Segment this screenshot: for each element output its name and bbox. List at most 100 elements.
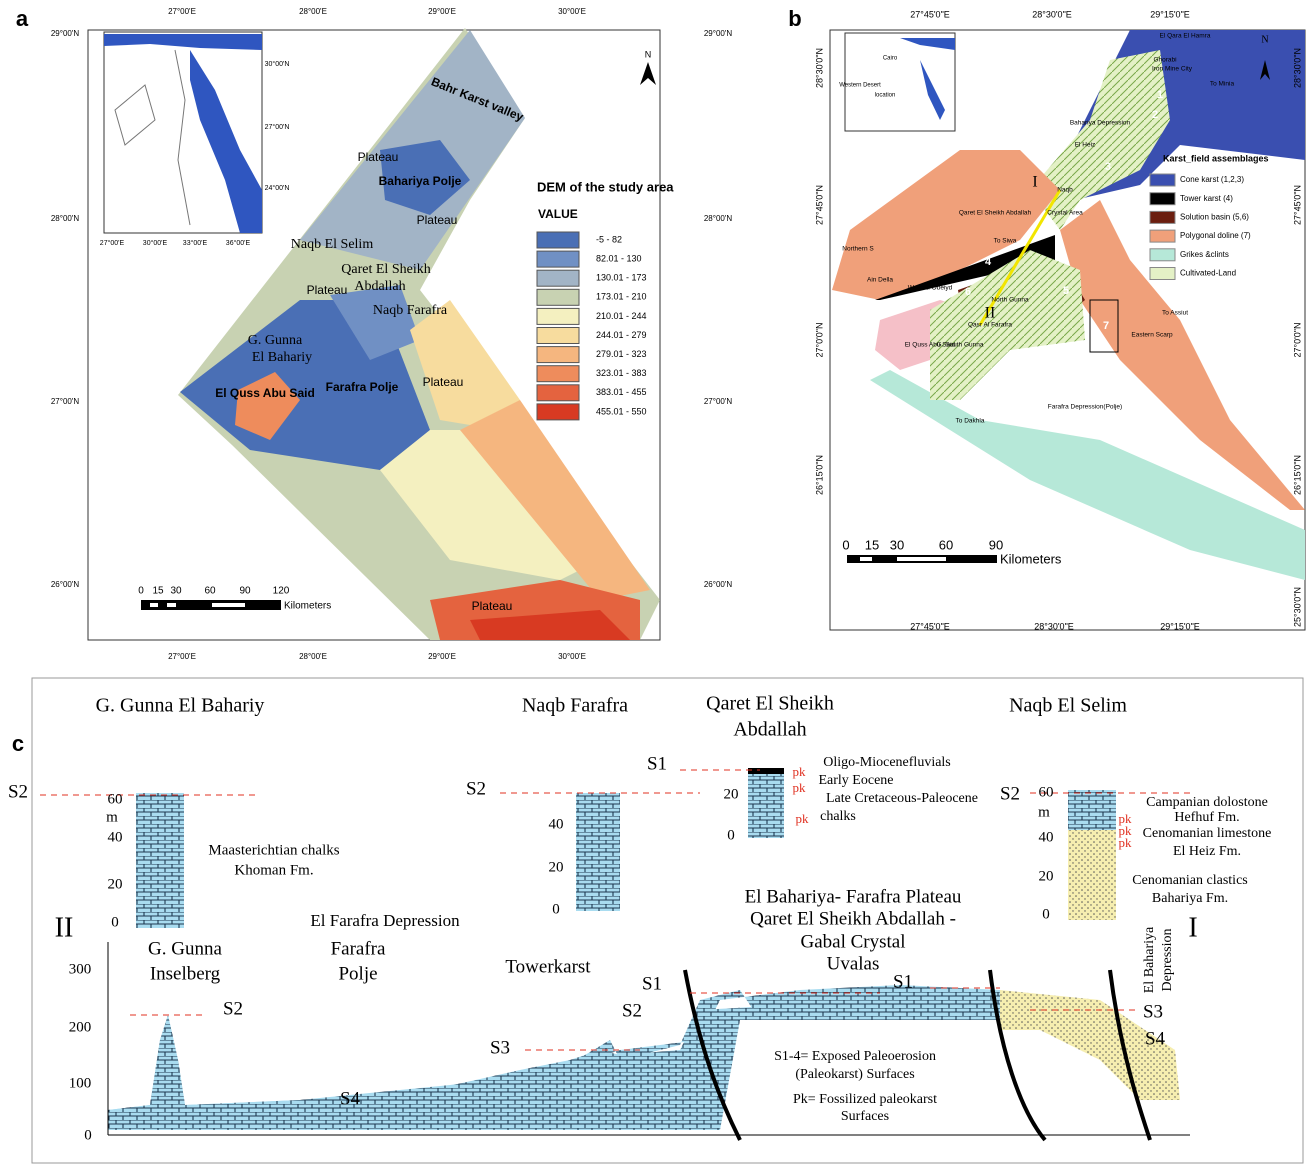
lat-label: 27°00'N (51, 397, 80, 406)
profile-label: Uvalas (827, 953, 880, 974)
place-label: Ghorabi (1153, 57, 1176, 64)
lat-label: 25°30'0"N (1292, 587, 1302, 627)
note: Khoman Fm. (234, 862, 313, 878)
legend-label: Cultivated-Land (1180, 269, 1236, 278)
profile-label: G. Gunna (148, 938, 222, 959)
legend-swatch (537, 308, 579, 324)
lat-label: 26°00'N (704, 580, 733, 589)
tick-label: 200 (69, 1019, 92, 1035)
surface-label: S1 (642, 973, 662, 994)
profile-label: Qaret El Sheikh Abdallah - (750, 908, 956, 929)
scale-unit: Kilometers (284, 601, 331, 612)
surface-label: S2 (622, 1000, 642, 1021)
legend-swatch (537, 404, 579, 420)
tick-label: 20 (549, 859, 564, 875)
lon-label: 28°00'E (299, 652, 327, 661)
column-title: Naqb El Selim (1009, 695, 1127, 717)
column-title: G. Gunna El Bahariy (96, 695, 265, 717)
legend-label: Solution basin (5,6) (1180, 213, 1249, 222)
unit-label: m (106, 809, 118, 825)
scale-tick: 90 (989, 537, 1003, 552)
place-label: Plateau (358, 150, 399, 164)
note: Campanian dolostone (1146, 795, 1268, 810)
area-number: 2 (1152, 109, 1158, 121)
note: Surfaces (841, 1109, 889, 1124)
lat-label: 27°0'0"N (1292, 322, 1302, 357)
lat-label: 28°30'0"N (1292, 48, 1302, 88)
place-label: To Minia (1210, 81, 1235, 88)
profile-label: Towerkarst (505, 956, 591, 977)
lon-label: 28°00'E (299, 7, 327, 16)
north-label: N (645, 49, 652, 59)
north-label: N (1261, 34, 1268, 45)
place-label: Bahariya Polje (379, 174, 462, 188)
panel-c-section (32, 678, 1303, 1163)
legend-swatch (537, 328, 579, 344)
inset-lon: 30°00'E (143, 239, 168, 247)
pk-label: pk (793, 764, 807, 779)
place-label: Eastern Scarp (1131, 332, 1173, 339)
lon-label: 27°00'E (168, 652, 196, 661)
lon-label: 28°30'0"E (1032, 9, 1072, 19)
tick-label: 0 (111, 914, 119, 930)
lon-label: 28°30'0"E (1034, 621, 1074, 631)
legend-label: 173.01 - 210 (596, 292, 647, 302)
legend-label: -5 - 82 (596, 234, 622, 244)
place-label: Farafra Polje (326, 380, 399, 394)
tick-label: 60 (108, 791, 123, 807)
lat-label: 29°00'N (51, 29, 80, 38)
tick-label: 0 (727, 827, 735, 843)
place-label: Plateau (307, 283, 348, 297)
lat-label: 29°00'N (704, 29, 733, 38)
profile-label: El Farafra Depression (310, 911, 460, 930)
legend-swatch (1150, 174, 1175, 186)
place-label: Wadi El Obeiyd (908, 285, 953, 292)
lat-label: 26°00'N (51, 580, 80, 589)
panel-label: c (12, 731, 24, 756)
scale-tick: 15 (865, 537, 879, 552)
scale-tick: 15 (152, 586, 164, 597)
section-end: II (985, 305, 996, 322)
legend-swatch (1150, 211, 1175, 223)
inset-label: Cairo (883, 56, 898, 62)
scale-tick: 60 (939, 537, 953, 552)
pk-label: pk (1119, 835, 1133, 850)
area-number: 5 (1063, 285, 1069, 297)
surface-label: S2 (223, 998, 243, 1019)
legend-heading: VALUE (538, 207, 578, 221)
lat-label: 26°15'0"N (814, 455, 824, 495)
place-label: Naqb El Selim (291, 237, 374, 252)
area-number: 4 (985, 256, 992, 268)
legend-label: 82.01 - 130 (596, 253, 642, 263)
legend-swatch (537, 385, 579, 401)
lon-label: 27°00'E (168, 7, 196, 16)
section-end: I (1188, 912, 1197, 943)
legend-swatch (1150, 249, 1175, 261)
surface-label: S4 (1145, 1028, 1166, 1049)
legend-swatch (1150, 193, 1175, 205)
note: Hefhuf Fm. (1174, 810, 1239, 825)
place-label: Bahariya Depression (1070, 120, 1131, 127)
place-label: Iron Mine City (1152, 66, 1193, 73)
lon-label: 30°00'E (558, 652, 586, 661)
lat-label: 28°30'0"N (814, 48, 824, 88)
surface-label: S3 (1143, 1001, 1163, 1022)
lon-label: 30°00'E (558, 7, 586, 16)
surface-label: S1 (893, 971, 913, 992)
tick-label: 20 (108, 876, 123, 892)
place-label: Farafra Depression(Polje) (1048, 404, 1122, 411)
lat-label: 27°45'0"N (1292, 185, 1302, 225)
profile-label: Polje (338, 963, 377, 984)
legend-label: 210.01 - 244 (596, 311, 647, 321)
note: Maasterichtian chalks (208, 842, 339, 858)
legend-label: 279.01 - 323 (596, 349, 647, 359)
surface-label: S1 (647, 753, 667, 774)
place-label: Naqb (1057, 187, 1073, 194)
note: Oligo-Miocenefluvials (823, 755, 951, 770)
lat-label: 26°15'0"N (1292, 455, 1302, 495)
lon-label: 29°15'0"E (1160, 621, 1200, 631)
scale-tick: 120 (273, 586, 290, 597)
surface-label: S4 (340, 1088, 361, 1109)
legend-swatch (537, 347, 579, 363)
area-number: 6 (965, 286, 971, 298)
